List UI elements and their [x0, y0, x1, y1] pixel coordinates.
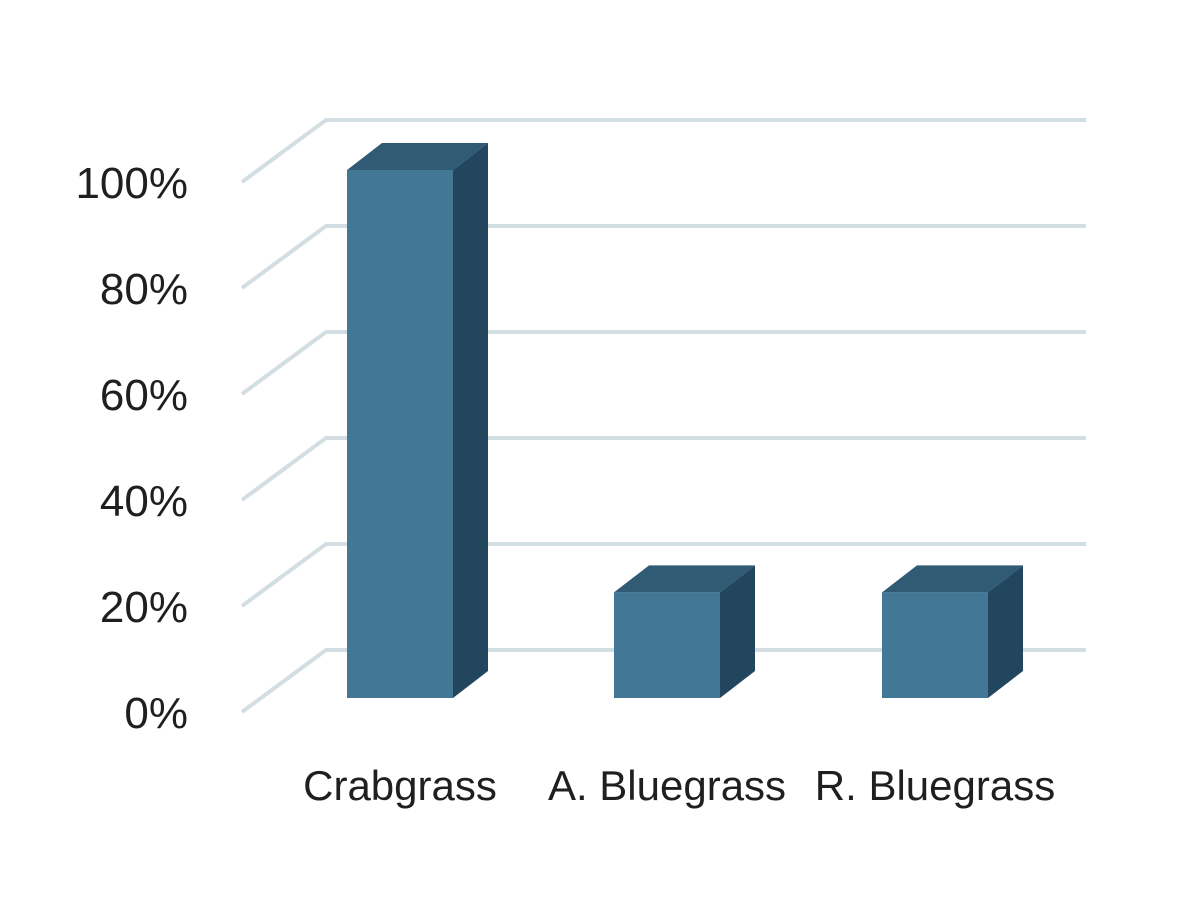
bars [347, 143, 1023, 698]
y-tick-label: 100% [75, 159, 188, 208]
x-category-label: Crabgrass [303, 762, 497, 809]
bar [614, 565, 755, 698]
gridline [240, 118, 1086, 184]
bar [882, 565, 1023, 698]
y-tick-label: 0% [124, 689, 188, 738]
y-tick-label: 80% [100, 265, 188, 314]
gridline [240, 648, 1086, 714]
bar-front [882, 592, 988, 698]
bar-top [614, 565, 755, 593]
bar [347, 143, 488, 698]
gridlines [240, 118, 1086, 714]
bar-side [720, 565, 755, 698]
y-axis-ticks: 0% 20% 40% 60% 80% 100% [75, 159, 188, 738]
x-category-label: R. Bluegrass [815, 762, 1055, 809]
x-axis-categories: Crabgrass A. Bluegrass R. Bluegrass [303, 762, 1055, 809]
gridline [240, 330, 1086, 396]
y-tick-label: 60% [100, 371, 188, 420]
bar-side [453, 143, 488, 698]
x-category-label: A. Bluegrass [548, 762, 786, 809]
y-tick-label: 20% [100, 583, 188, 632]
bar-top [347, 143, 488, 170]
bar-front [614, 592, 720, 698]
bar-front [347, 170, 453, 698]
gridline [240, 224, 1086, 290]
y-tick-label: 40% [100, 477, 188, 526]
gridline [240, 436, 1086, 502]
bar-side [988, 565, 1023, 698]
bar-top [882, 565, 1023, 593]
gridline [240, 542, 1086, 608]
